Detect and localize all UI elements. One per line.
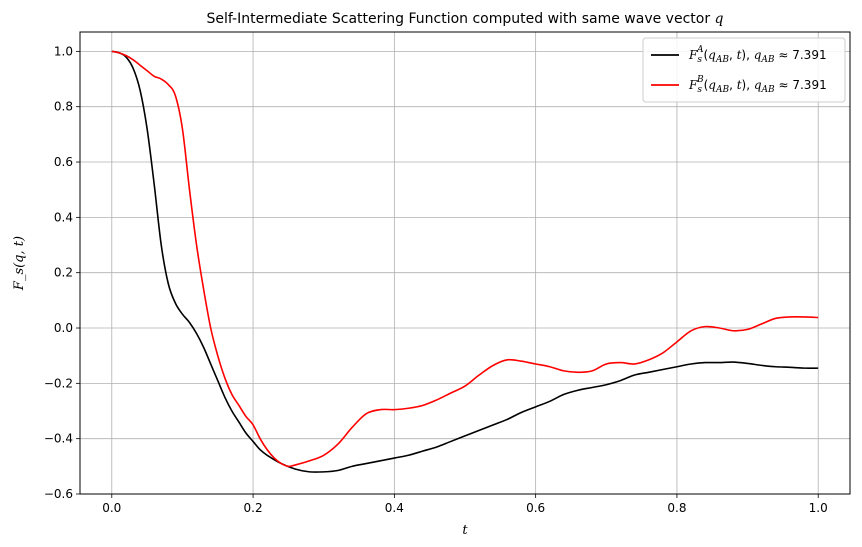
series-line-a <box>111 50 819 473</box>
x-axis-label: t <box>462 523 468 538</box>
x-tick-label: 1.0 <box>809 501 828 515</box>
x-tick-label: 0.2 <box>244 501 263 515</box>
y-tick-label: −0.6 <box>44 487 73 501</box>
series-line-b <box>111 50 819 468</box>
x-tick-label: 0.6 <box>526 501 545 515</box>
y-tick-label: −0.4 <box>44 432 73 446</box>
plot-frame <box>79 31 851 495</box>
x-tick-label: 0.4 <box>385 501 404 515</box>
y-tick-label: −0.2 <box>44 376 73 390</box>
y-tick-label: 0.6 <box>54 155 73 169</box>
chart-title: Self-Intermediate Scattering Function co… <box>206 11 723 27</box>
y-axis-label: F_s(q, t) <box>12 236 27 291</box>
y-tick-label: 0.2 <box>54 266 73 280</box>
x-tick-label: 0.8 <box>667 501 686 515</box>
y-tick-label: 0.0 <box>54 321 73 335</box>
legend-box <box>642 37 846 103</box>
y-tick-label: 1.0 <box>54 44 73 58</box>
y-tick-label: 0.8 <box>54 100 73 114</box>
axis-ticks: 0.0 0.2 0.4 0.6 0.8 1.0 −0.6 −0.4 −0.2 0.0 0.2 0.4 0… <box>44 44 828 515</box>
x-tick-label: 0.0 <box>102 501 121 515</box>
y-tick-label: 0.4 <box>54 210 73 224</box>
legend: FsA(qAB, t), qAB ≈ 7.391 FsB(qAB, t), qAB… <box>642 37 846 103</box>
legend-label: FsB(qAB, t), qAB ≈ 7.391 <box>688 75 827 95</box>
series-lines <box>111 50 819 473</box>
legend-label: FsA(qAB, t), qAB ≈ 7.391 <box>688 45 827 65</box>
